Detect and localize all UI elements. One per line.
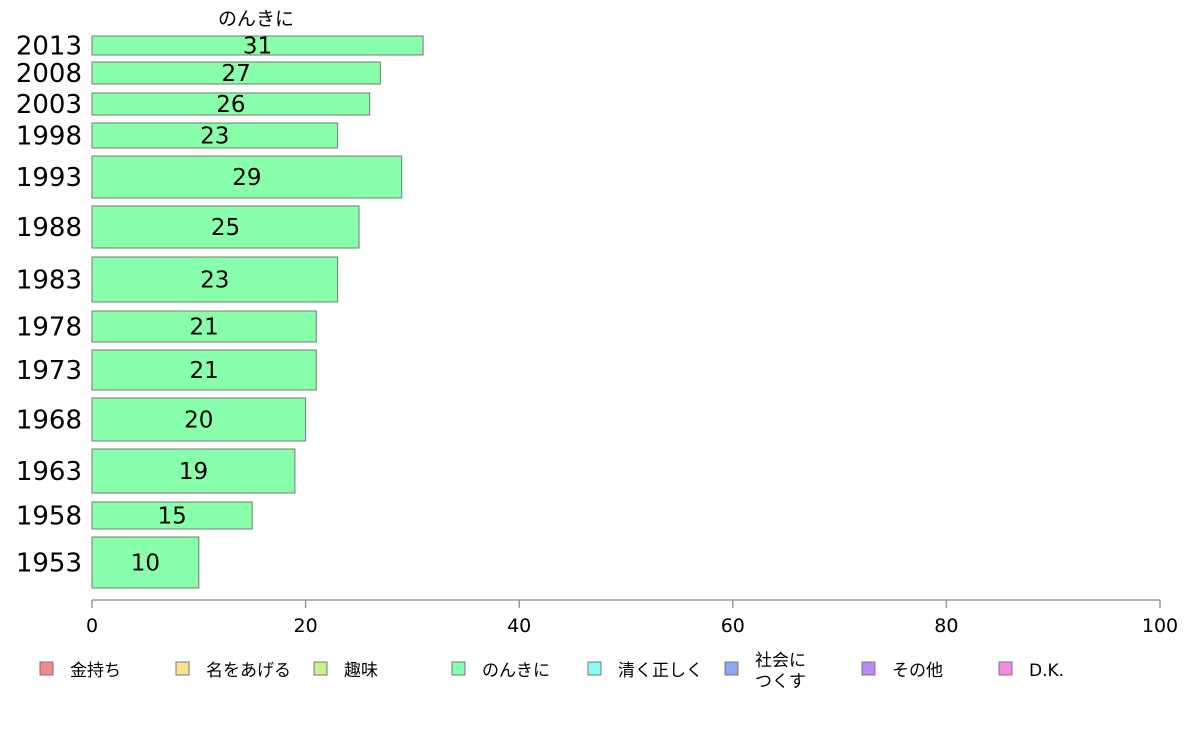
category-label: 1963	[16, 457, 82, 487]
legend-label: 社会につくす	[755, 651, 806, 692]
bar-value-label: 31	[243, 34, 272, 60]
legend-label: D.K.	[1029, 661, 1064, 681]
bar-value-label: 27	[222, 61, 251, 87]
x-tick-label: 0	[86, 615, 98, 637]
bar-1963	[91, 448, 296, 494]
series-title: のんきに	[218, 8, 294, 30]
bar-value-label: 19	[179, 459, 208, 485]
legend-swatch	[587, 661, 602, 676]
bar-1993	[91, 155, 403, 199]
category-label: 2013	[16, 32, 82, 62]
legend: 金持ち 名をあげる 趣味 のんきに 清く正しく 社会につくす その他 D.K.	[39, 651, 1064, 692]
legend-swatch	[313, 661, 328, 676]
legend-label: 名をあげる	[206, 661, 291, 681]
category-label: 1968	[16, 406, 82, 436]
bar-value-label: 26	[216, 92, 245, 118]
legend-label: のんきに	[482, 661, 550, 681]
bar-2013	[91, 35, 424, 56]
legend-swatch	[451, 661, 466, 676]
category-label: 1983	[16, 266, 82, 296]
legend-swatch	[175, 661, 190, 676]
bar-1988	[91, 205, 360, 249]
category-label: 1978	[16, 313, 82, 343]
bar-2008	[91, 61, 381, 85]
legend-label: 金持ち	[70, 661, 121, 681]
bar-value-label: 20	[184, 408, 213, 434]
x-tick-label: 40	[507, 615, 531, 637]
bar-2003	[91, 92, 371, 116]
bar-value-label: 15	[157, 504, 186, 530]
x-tick-label: 60	[721, 615, 745, 637]
legend-swatch	[998, 661, 1013, 676]
legend-label: その他	[892, 661, 943, 681]
bar-value-label: 21	[189, 358, 218, 384]
bar-1968	[91, 397, 307, 442]
bar-1953	[91, 536, 200, 589]
category-label: 2003	[16, 90, 82, 120]
category-label: 1988	[16, 213, 82, 243]
bar-1978	[91, 310, 317, 343]
bar-value-label: 23	[200, 268, 229, 294]
bar-value-label: 10	[131, 551, 160, 577]
legend-label: 趣味	[344, 661, 378, 681]
legend-label-line: つくす	[755, 672, 806, 692]
legend-swatch	[39, 661, 54, 676]
bar-value-label: 21	[189, 315, 218, 341]
bar-value-label: 25	[211, 215, 240, 241]
category-label: 1953	[16, 549, 82, 579]
category-label: 1958	[16, 502, 82, 532]
bar-1958	[91, 501, 253, 530]
x-tick-label: 100	[1142, 615, 1178, 637]
legend-swatch	[724, 661, 739, 676]
legend-swatch	[861, 661, 876, 676]
category-label: 1973	[16, 356, 82, 386]
bar-1983	[91, 256, 339, 303]
x-axis: 0 20 40 60 80 100	[86, 599, 1178, 637]
bars-group: 31 2013 27 2008 26 2003 23 1998 29 1993 25 1988 23 19…	[16, 32, 424, 589]
x-tick-label: 80	[934, 615, 958, 637]
legend-label-line: 社会に	[755, 651, 806, 671]
category-label: 1998	[16, 122, 82, 152]
bar-1998	[91, 122, 339, 149]
category-label: 1993	[16, 163, 82, 193]
legend-label: 清く正しく	[618, 661, 703, 681]
bar-value-label: 29	[232, 165, 261, 191]
bar-1973	[91, 349, 317, 391]
category-label: 2008	[16, 59, 82, 89]
x-tick-label: 20	[294, 615, 318, 637]
bar-value-label: 23	[200, 124, 229, 150]
